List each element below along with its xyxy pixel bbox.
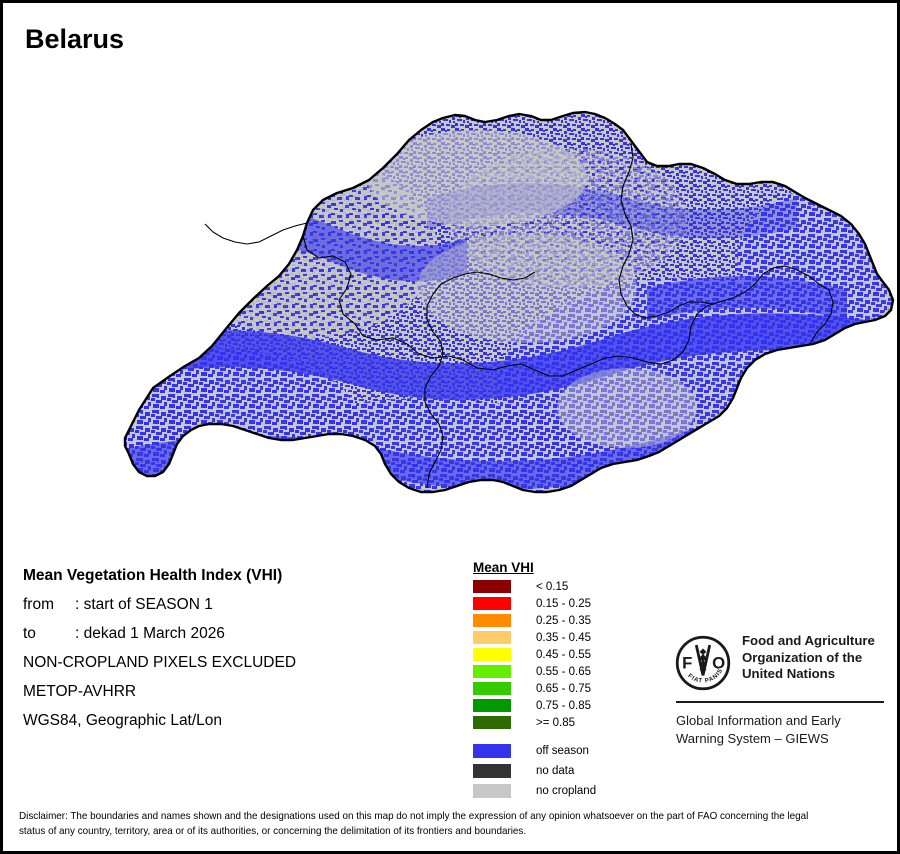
legend-class-label: < 0.15 [536, 580, 569, 593]
fao-sys-line-2: Warning System – GIEWS [676, 731, 829, 746]
legend-class-label: 0.65 - 0.75 [536, 682, 591, 695]
fao-branding: F O FIAT PANIS Food and Agriculture Orga… [675, 633, 887, 748]
admin-boundaries [204, 143, 834, 489]
legend-class-label: 0.15 - 0.25 [536, 597, 591, 610]
legend-class-row: 0.75 - 0.85 [473, 698, 596, 713]
legend-class-label: >= 0.85 [536, 716, 576, 729]
fao-organization-name: Food and Agriculture Organization of the… [742, 633, 875, 683]
legend-class-row: 0.65 - 0.75 [473, 681, 596, 696]
legend-class-swatch [473, 597, 511, 610]
info-to-label: to [23, 625, 36, 642]
legend-class-swatch [473, 580, 511, 593]
belarus-map[interactable] [7, 58, 899, 528]
legend-extra-swatch [473, 764, 511, 778]
info-to-row: to : dekad 1 March 2026 [23, 619, 443, 648]
legend-extra-label: off season [536, 745, 589, 757]
map-info-block: Mean Vegetation Health Index (VHI) from:… [23, 561, 443, 735]
disclaimer-text: Disclaimer: The boundaries and names sho… [19, 810, 809, 837]
legend-class-swatch [473, 699, 511, 712]
legend-class-label: 0.25 - 0.35 [536, 614, 591, 627]
country-outline [123, 110, 895, 494]
legend-extra-row: off season [473, 743, 596, 759]
fao-org-line-3: United Nations [742, 666, 836, 681]
legend-class-row: 0.45 - 0.55 [473, 647, 596, 662]
info-from-value: : start of SEASON 1 [75, 596, 213, 613]
fao-system-name: Global Information and Early Warning Sys… [676, 712, 887, 748]
legend-extra-label: no cropland [536, 785, 597, 797]
legend-class-swatch [473, 665, 511, 678]
legend-class-row: 0.55 - 0.65 [473, 664, 596, 679]
legend-title: Mean VHI [473, 560, 534, 575]
fao-org-line-1: Food and Agriculture [742, 633, 875, 648]
legend-class-swatch [473, 631, 511, 644]
legend-class-swatch [473, 614, 511, 627]
map-container[interactable] [7, 58, 899, 528]
info-to-value: : dekad 1 March 2026 [75, 625, 225, 642]
legend-class-row: 0.25 - 0.35 [473, 613, 596, 628]
svg-text:O: O [712, 654, 725, 673]
legend-extra-swatch [473, 744, 511, 758]
fao-org-line-2: Organization of the [742, 649, 863, 665]
legend-class-swatch [473, 682, 511, 695]
info-sensor: METOP-AVHRR [23, 683, 137, 700]
legend-class-row: >= 0.85 [473, 715, 596, 730]
legend-class-label: 0.35 - 0.45 [536, 631, 591, 644]
info-from-row: from : start of SEASON 1 [23, 590, 443, 619]
fao-logo-icon: F O FIAT PANIS [675, 635, 731, 691]
legend-class-list: < 0.15 0.15 - 0.25 0.25 - 0.35 0.35 - 0.45 0… [473, 579, 596, 730]
legend-extra-list: off season no data no cropland [473, 743, 596, 799]
legend-class-row: < 0.15 [473, 579, 596, 594]
legend-class-swatch [473, 716, 511, 729]
legend-class-swatch [473, 648, 511, 661]
legend-class-label: 0.55 - 0.65 [536, 665, 591, 678]
fao-divider [676, 701, 884, 703]
fao-sys-line-1: Global Information and Early [676, 713, 841, 728]
legend-class-row: 0.35 - 0.45 [473, 630, 596, 645]
legend-class-row: 0.15 - 0.25 [473, 596, 596, 611]
legend-class-label: 0.45 - 0.55 [536, 648, 591, 661]
legend-extra-label: no data [536, 765, 575, 777]
info-from-label: from [23, 596, 54, 613]
info-heading: Mean Vegetation Health Index (VHI) [23, 567, 283, 584]
page-title: Belarus [25, 24, 125, 54]
legend: Mean VHI < 0.15 0.15 - 0.25 0.25 - 0.35 0.3… [473, 559, 596, 803]
legend-extra-row: no cropland [473, 783, 596, 799]
legend-extra-swatch [473, 784, 511, 798]
legend-class-label: 0.75 - 0.85 [536, 699, 591, 712]
svg-text:F: F [682, 654, 692, 673]
legend-extra-row: no data [473, 763, 596, 779]
info-projection: WGS84, Geographic Lat/Lon [23, 712, 223, 729]
info-note: NON-CROPLAND PIXELS EXCLUDED [23, 654, 297, 671]
